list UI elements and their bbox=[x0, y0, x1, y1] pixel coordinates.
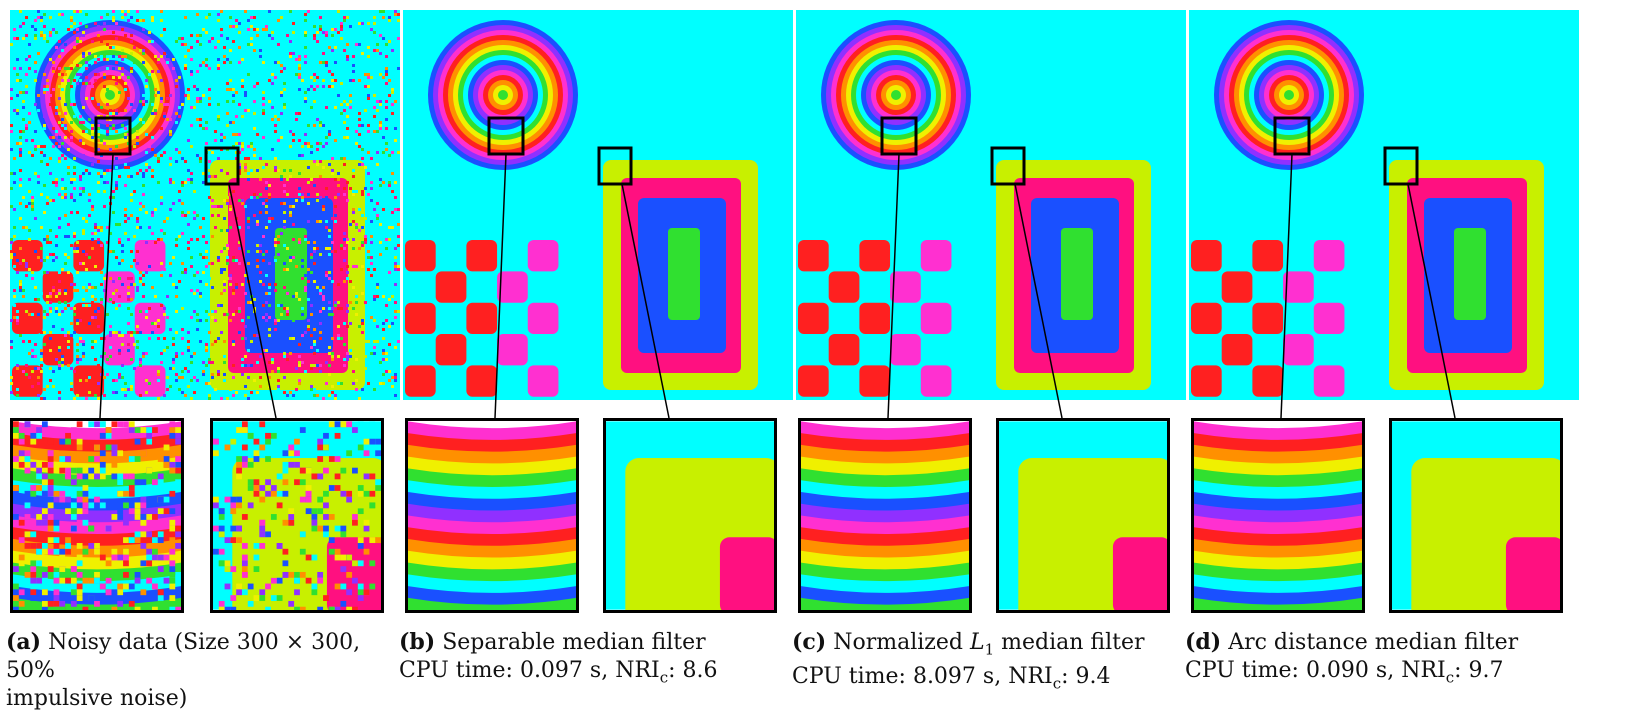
caption-c: (c) Normalized L1 median filter CPU time… bbox=[792, 629, 1145, 693]
caption-d: (d) Arc distance median filter CPU time:… bbox=[1185, 629, 1519, 687]
filtered-image-normalized-l1 bbox=[796, 10, 1186, 400]
panel-b: (b) Separable median filter CPU time: 0.… bbox=[393, 0, 793, 693]
inset-corner-normalized-l1 bbox=[996, 418, 1170, 613]
inset-rings-normalized-l1 bbox=[798, 418, 972, 613]
inset-rings-noisy bbox=[10, 418, 184, 613]
filtered-image-separable bbox=[403, 10, 793, 400]
inset-rings-separable bbox=[405, 418, 579, 613]
filtered-image-arc-distance bbox=[1189, 10, 1579, 400]
panel-d: (d) Arc distance median filter CPU time:… bbox=[1179, 0, 1579, 693]
inset-rings-arc-distance bbox=[1191, 418, 1365, 613]
panel-c: (c) Normalized L1 median filter CPU time… bbox=[786, 0, 1186, 693]
caption-a: (a) Noisy data (Size 300 × 300, 50% impu… bbox=[6, 629, 361, 711]
inset-corner-arc-distance bbox=[1389, 418, 1563, 613]
inset-corner-noisy bbox=[210, 418, 384, 613]
noisy-image bbox=[10, 10, 400, 400]
inset-corner-separable bbox=[603, 418, 777, 613]
caption-b: (b) Separable median filter CPU time: 0.… bbox=[399, 629, 718, 687]
panel-a: (a) Noisy data (Size 300 × 300, 50% impu… bbox=[0, 0, 400, 711]
